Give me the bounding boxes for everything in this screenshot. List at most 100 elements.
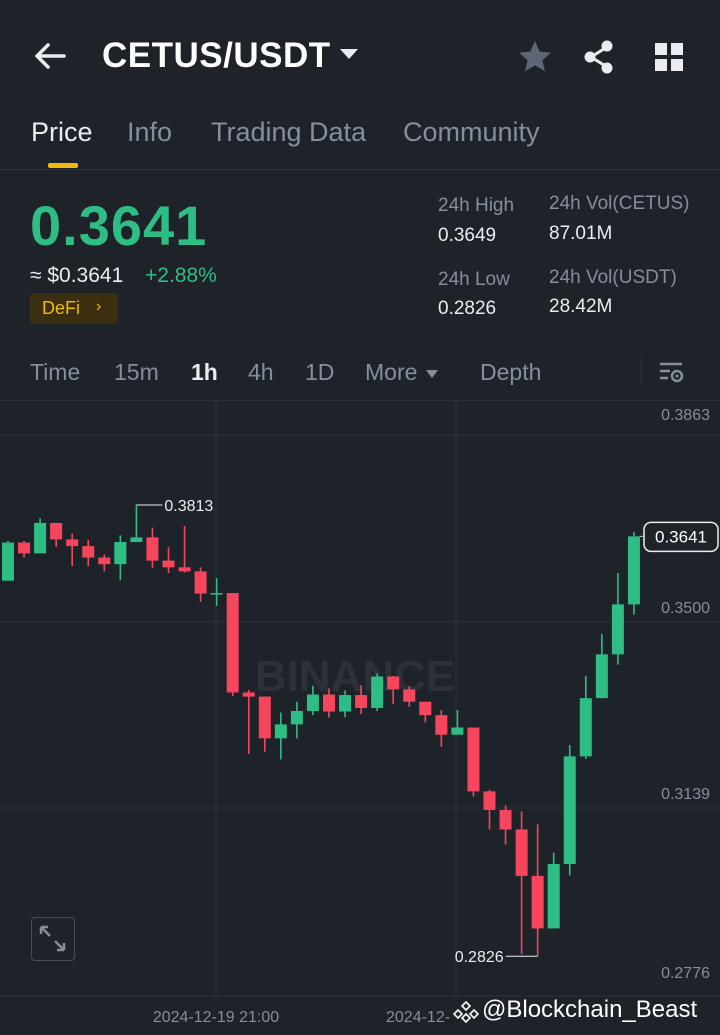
y-tick-label: 0.3500: [661, 600, 710, 617]
candle-body: [355, 695, 368, 708]
tab-price[interactable]: Price: [31, 117, 93, 147]
candle-body: [403, 689, 416, 702]
max-label: 0.3813: [164, 498, 213, 515]
share-icon[interactable]: [580, 38, 618, 76]
tab-community[interactable]: Community: [403, 117, 540, 147]
candle-body: [50, 522, 63, 540]
usd-price: ≈ $0.3641: [30, 264, 124, 287]
category-tag[interactable]: DeFi ›: [30, 293, 118, 324]
last-price-label: 0.3641: [655, 527, 707, 546]
last-price: 0.3641: [30, 194, 208, 257]
tf-4h[interactable]: 4h: [248, 359, 274, 385]
candle: [403, 686, 416, 707]
candle: [242, 689, 255, 754]
last-price-box[interactable]: [643, 521, 719, 553]
active-tab-indicator: [48, 163, 78, 168]
candle-body: [290, 711, 303, 725]
back-arrow-icon[interactable]: [30, 36, 70, 76]
candle: [258, 696, 271, 752]
candle-body: [66, 539, 79, 547]
candle: [130, 504, 143, 543]
candle: [499, 805, 512, 845]
candle: [531, 824, 544, 957]
y-tick-label: 0.2776: [661, 965, 710, 982]
tf-15m[interactable]: 15m: [114, 359, 159, 385]
tf-1h[interactable]: 1h: [191, 359, 218, 385]
candle: [627, 532, 640, 615]
candle: [2, 541, 14, 581]
candle-body: [274, 724, 287, 739]
chevron-right-icon: ›: [96, 298, 102, 315]
y-tick-label: 0.3139: [661, 786, 710, 803]
candle-body: [194, 571, 207, 594]
high-label: 24h High: [438, 195, 515, 216]
candle: [210, 578, 223, 606]
candle-body: [371, 676, 384, 708]
candle-body: [162, 560, 175, 568]
binance-logo-icon: [452, 999, 480, 1025]
candle: [483, 789, 496, 830]
candle: [387, 675, 400, 704]
vol-base-value: 87.01M: [549, 223, 613, 244]
candle: [371, 673, 384, 712]
tab-info[interactable]: Info: [127, 117, 173, 147]
chevron-down-icon[interactable]: [338, 46, 360, 62]
low-value: 0.2826: [438, 298, 497, 319]
candle: [611, 572, 624, 665]
divider: [0, 169, 720, 170]
candle-body: [242, 692, 255, 697]
candle-body: [82, 546, 95, 558]
tf-time[interactable]: Time: [30, 359, 81, 385]
pair-title[interactable]: CETUS/USDT: [102, 36, 331, 75]
candlestick-chart[interactable]: BINANCE 0.3863 0.3500 0.3139 0.2776 2024-12-…: [0, 401, 720, 1035]
candle-body: [130, 537, 143, 543]
candle: [547, 852, 560, 929]
candle: [339, 690, 352, 718]
candle: [50, 522, 63, 547]
chart-settings-icon[interactable]: [656, 357, 686, 387]
min-label: 0.2826: [455, 949, 504, 966]
candle: [162, 547, 175, 573]
divider: [0, 400, 720, 401]
candle-body: [563, 756, 576, 865]
candle-body: [210, 593, 223, 595]
candle-body: [18, 542, 31, 554]
chart-watermark: BINANCE: [255, 652, 455, 701]
star-icon[interactable]: [516, 38, 554, 76]
candle-body: [178, 567, 191, 572]
candle: [563, 745, 576, 876]
candle-body: [114, 542, 127, 565]
vol-base-label: 24h Vol(CETUS): [549, 193, 690, 214]
tf-more[interactable]: More: [365, 359, 418, 385]
candle-body: [499, 809, 512, 830]
divider: [641, 358, 642, 384]
candle-body: [435, 715, 448, 735]
price-change: +2.88%: [145, 264, 217, 287]
candle: [355, 685, 368, 715]
chevron-down-icon[interactable]: [425, 366, 439, 378]
candle: [66, 533, 79, 567]
candle-body: [323, 694, 335, 712]
candle: [274, 712, 287, 760]
vol-quote-label: 24h Vol(USDT): [549, 267, 677, 288]
candle-body: [306, 694, 319, 712]
candle-body: [98, 557, 111, 565]
candle-body: [467, 727, 480, 792]
high-value: 0.3649: [438, 225, 497, 246]
candle-body: [531, 875, 544, 929]
category-tag-label: DeFi: [42, 298, 81, 318]
candle: [323, 688, 335, 718]
candle: [82, 539, 95, 567]
tf-depth[interactable]: Depth: [480, 359, 542, 385]
candle-body: [515, 829, 528, 876]
expand-icon[interactable]: [31, 917, 75, 961]
candle-body: [387, 676, 400, 690]
candle-body: [226, 593, 239, 693]
tab-trading-data[interactable]: Trading Data: [211, 117, 367, 147]
candle-body: [595, 654, 608, 699]
grid-icon[interactable]: [650, 38, 688, 76]
candle: [467, 727, 480, 797]
tf-1d[interactable]: 1D: [305, 359, 335, 385]
candle-body: [483, 791, 496, 810]
x-tick-label: 2024-12-19 21:00: [153, 1009, 279, 1026]
